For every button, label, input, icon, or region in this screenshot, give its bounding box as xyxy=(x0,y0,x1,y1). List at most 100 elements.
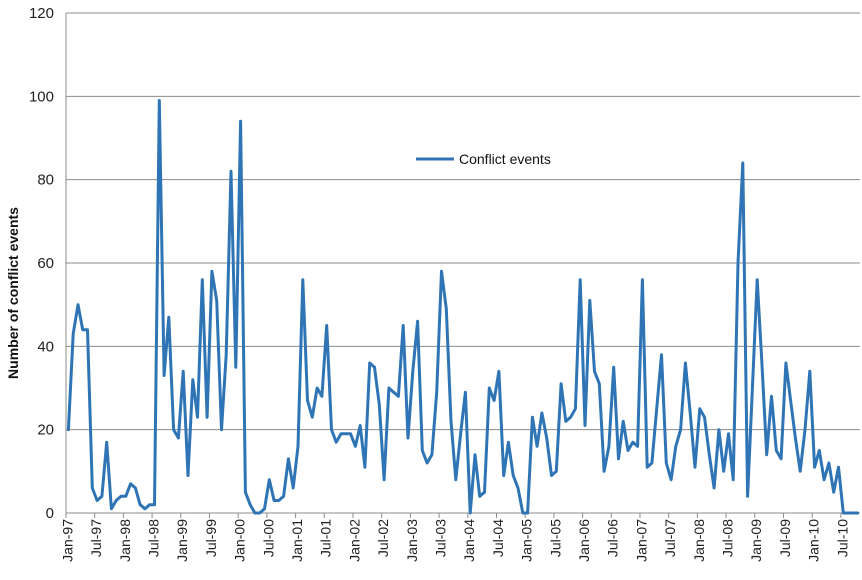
data-point xyxy=(105,440,108,444)
data-point xyxy=(454,478,458,481)
data-point xyxy=(402,324,405,327)
y-tick-label: 120 xyxy=(29,5,54,22)
data-point xyxy=(339,432,343,436)
data-point xyxy=(435,390,438,394)
data-point xyxy=(837,465,840,469)
data-point xyxy=(363,465,367,469)
data-point xyxy=(578,278,582,281)
data-point xyxy=(449,420,453,423)
data-point xyxy=(153,503,156,506)
data-point xyxy=(416,320,419,323)
data-point xyxy=(703,415,706,419)
data-point xyxy=(95,499,99,502)
data-point xyxy=(311,415,314,419)
data-point xyxy=(822,478,826,481)
data-point xyxy=(301,278,304,281)
x-tick-label: Jan-02 xyxy=(346,519,362,562)
data-point xyxy=(335,440,338,444)
data-point xyxy=(421,449,424,452)
x-tick-label: Jan-10 xyxy=(806,519,822,562)
data-point xyxy=(607,445,611,448)
data-point xyxy=(162,374,166,377)
x-tick-label: Jan-03 xyxy=(404,519,420,562)
data-point xyxy=(799,470,802,473)
data-point xyxy=(459,432,462,436)
data-point xyxy=(636,445,639,448)
x-axis: Jan-97 Jul-97 Jan-98 Jul-98 Jan-99 Jul-99 Jan-… xyxy=(59,13,860,562)
data-point xyxy=(717,428,721,431)
data-point xyxy=(225,353,228,356)
data-point xyxy=(660,353,663,356)
data-point xyxy=(373,365,376,369)
data-point xyxy=(210,270,214,273)
data-point xyxy=(497,370,501,373)
data-point xyxy=(492,399,496,402)
data-point xyxy=(794,436,797,440)
x-tick-label: Jul-04 xyxy=(490,519,506,557)
data-point xyxy=(244,490,247,494)
data-point xyxy=(765,453,768,456)
data-point xyxy=(330,428,333,431)
data-point xyxy=(234,365,238,369)
data-point xyxy=(698,407,701,411)
data-point xyxy=(784,361,788,365)
data-point xyxy=(846,511,850,515)
data-point xyxy=(177,436,180,440)
data-point xyxy=(593,370,596,373)
x-tick-label: Jul-98 xyxy=(145,519,161,557)
data-point xyxy=(358,424,362,427)
data-point xyxy=(708,453,711,456)
data-point xyxy=(827,461,831,465)
data-point xyxy=(397,395,400,398)
data-point xyxy=(220,428,223,431)
data-point xyxy=(550,474,553,477)
data-point xyxy=(406,436,410,440)
x-tick-label: Jul-03 xyxy=(432,519,448,557)
data-point xyxy=(205,415,209,419)
x-tick-label: Jul-99 xyxy=(203,519,219,557)
data-point xyxy=(521,511,524,515)
data-point xyxy=(688,411,692,415)
data-point xyxy=(555,470,558,473)
data-point xyxy=(564,420,568,423)
data-point xyxy=(574,407,577,411)
x-tick-label: Jan-04 xyxy=(461,519,477,562)
data-point xyxy=(277,499,281,502)
data-point xyxy=(751,386,754,390)
series-group xyxy=(66,99,860,515)
data-point xyxy=(526,511,529,515)
data-point xyxy=(803,428,807,431)
data-point xyxy=(684,361,687,365)
data-point xyxy=(626,449,630,452)
data-point xyxy=(832,490,835,494)
data-point xyxy=(540,411,544,415)
x-tick-label: Jan-09 xyxy=(748,519,764,562)
data-point xyxy=(258,511,261,515)
x-tick-label: Jan-05 xyxy=(519,519,535,562)
x-tick-label: Jan-00 xyxy=(232,519,248,562)
x-tick-label: Jan-97 xyxy=(59,519,75,562)
data-point xyxy=(181,370,185,373)
data-point xyxy=(354,445,357,448)
y-tick-label: 40 xyxy=(37,338,54,355)
x-tick-label: Jan-06 xyxy=(576,519,592,562)
data-point xyxy=(483,490,486,494)
data-point xyxy=(445,307,448,311)
x-tick-label: Jul-10 xyxy=(834,519,850,557)
data-point xyxy=(722,470,725,473)
data-point xyxy=(263,507,266,511)
y-tick-label: 80 xyxy=(37,172,54,189)
data-point xyxy=(287,457,290,461)
data-point xyxy=(378,403,381,406)
data-point xyxy=(727,432,730,436)
data-point xyxy=(282,495,285,498)
data-point xyxy=(755,278,759,281)
data-point xyxy=(248,503,252,506)
data-point xyxy=(315,386,319,390)
x-tick-label: Jul-06 xyxy=(605,519,621,557)
data-point xyxy=(239,120,242,123)
data-point xyxy=(770,395,773,398)
data-point xyxy=(387,386,391,390)
data-point xyxy=(191,378,194,381)
